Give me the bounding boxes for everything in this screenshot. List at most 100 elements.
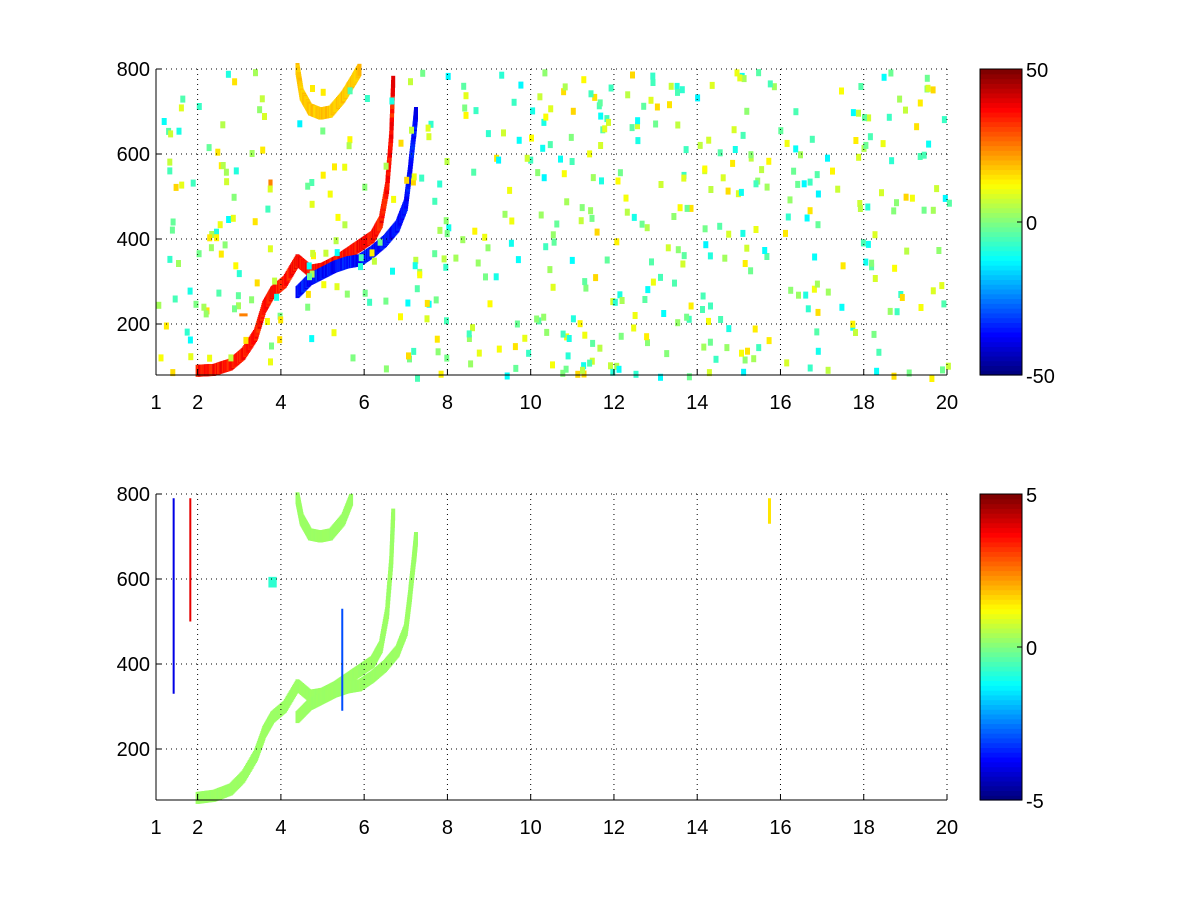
heatmap-cell (724, 344, 730, 352)
heatmap-cell (807, 364, 813, 372)
colorbar-swatch (980, 212, 1022, 218)
heatmap-cell (930, 86, 936, 94)
heatmap-cell (783, 229, 788, 237)
heatmap-cell (321, 281, 327, 289)
colorbar-swatch (980, 83, 1022, 89)
colorbar-swatch (980, 513, 1022, 519)
heatmap-cell (624, 208, 630, 216)
heatmap-cell (934, 185, 940, 193)
heatmap-cell (515, 256, 521, 264)
colorbar-swatch (980, 503, 1022, 509)
y-tick-label: 400 (117, 654, 150, 676)
heatmap-cell (334, 283, 340, 291)
heatmap-cell (309, 200, 315, 208)
heatmap-cell (869, 263, 875, 271)
heatmap-cell (441, 255, 447, 263)
colorbar-swatch (980, 718, 1022, 725)
heatmap-cell (734, 69, 740, 77)
heatmap-cell (809, 135, 815, 143)
heatmap-cell (616, 365, 622, 373)
heatmap-cell (461, 82, 467, 90)
colorbar: 50 0 -50 (979, 60, 1055, 388)
colorbar-swatch (980, 236, 1022, 242)
heatmap-cell (277, 312, 283, 320)
heatmap-cell (839, 87, 844, 95)
heatmap-cell (180, 95, 186, 103)
heatmap-cell (688, 204, 694, 212)
heatmap-cell (391, 508, 396, 521)
heatmap-cell (264, 318, 270, 325)
heatmap-cell (220, 162, 226, 169)
colorbar-swatch (980, 260, 1022, 266)
heatmap-cell (706, 136, 712, 144)
heatmap-cell (424, 299, 430, 307)
heatmap-cell (268, 179, 273, 188)
heatmap-cell (798, 151, 803, 159)
heatmap-cell (805, 305, 811, 313)
x-tick-label: 20 (936, 817, 958, 839)
colorbar-swatch (980, 327, 1022, 333)
colorbar-swatch (980, 560, 1022, 567)
heatmap-cell (327, 190, 333, 198)
heatmap-cell (231, 193, 237, 201)
heatmap-cell (208, 244, 214, 252)
heatmap-cell (941, 300, 947, 308)
heatmap-cell (570, 107, 576, 115)
heatmap-cell (161, 118, 167, 125)
heatmap-cell (681, 252, 687, 260)
heatmap-cell (706, 369, 712, 377)
heatmap-cell (617, 291, 623, 299)
heatmap-cell (856, 109, 861, 117)
heatmap-cell (331, 329, 337, 337)
heatmap-cell (929, 375, 935, 382)
heatmap-cell (362, 183, 368, 191)
heatmap-cell (930, 206, 936, 214)
heatmap-cell (493, 273, 499, 281)
colorbar-swatch (980, 790, 1022, 796)
colorbar-swatch (980, 637, 1022, 643)
heatmap-cell (437, 180, 443, 188)
heatmap-cell (597, 99, 603, 107)
heatmap-cell (187, 287, 193, 295)
heatmap-cell (482, 233, 488, 241)
heatmap-cell (686, 373, 692, 381)
y-tick-label: 800 (117, 484, 150, 506)
heatmap-cell (830, 167, 835, 175)
heatmap-cell (513, 364, 519, 372)
heatmap-cell (566, 335, 572, 342)
colorbar-swatch (980, 522, 1022, 529)
heatmap-cell (262, 113, 267, 120)
colorbar-swatch (980, 780, 1022, 787)
heatmap-cell (541, 174, 547, 182)
heatmap-cell (658, 181, 664, 188)
heatmap-cell (899, 294, 905, 301)
heatmap-cell (277, 336, 283, 344)
colorbar-swatch (980, 102, 1022, 108)
heatmap-cell (766, 157, 772, 165)
colorbar-swatch (980, 618, 1022, 624)
heatmap-cell (417, 271, 423, 279)
heatmap-cell (795, 180, 801, 188)
heatmap-cell (371, 257, 377, 265)
colorbar-swatch (980, 661, 1022, 667)
heatmap-cell (608, 362, 613, 370)
heatmap-cell (305, 182, 311, 190)
heatmap-cell (653, 120, 659, 128)
heatmap-cell (726, 230, 732, 238)
colorbar-swatch (980, 776, 1022, 782)
heatmap-cell (554, 220, 560, 228)
heatmap-cell (274, 293, 280, 301)
heatmap-cell (707, 338, 713, 346)
colorbar-swatch (980, 355, 1022, 362)
heatmap-cell (675, 121, 681, 129)
heatmap-cell (496, 156, 502, 164)
heatmap-cell (483, 273, 488, 281)
heatmap-cell (784, 359, 790, 367)
colorbar: 5 0 -5 (979, 485, 1044, 813)
heatmap-cell (631, 213, 637, 221)
colorbar-swatch (980, 121, 1022, 127)
heatmap-cell (863, 141, 869, 149)
colorbar-swatch (980, 723, 1022, 729)
heatmap-cell (267, 185, 273, 193)
heatmap-cell (501, 129, 506, 137)
